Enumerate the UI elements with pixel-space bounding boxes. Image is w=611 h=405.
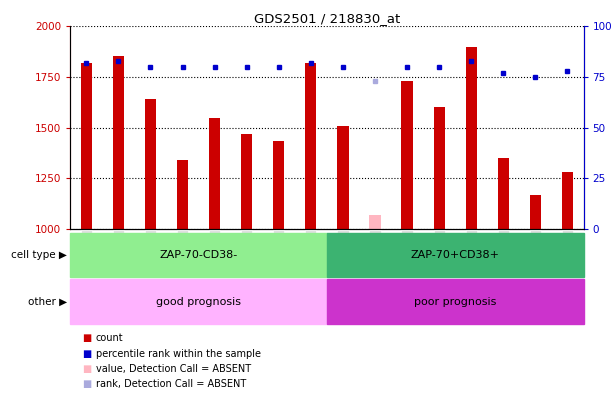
Bar <box>145 99 156 229</box>
Text: ■: ■ <box>82 333 92 343</box>
Text: GSM99343: GSM99343 <box>210 232 219 273</box>
Text: GSM99348: GSM99348 <box>370 232 379 273</box>
Text: ■: ■ <box>82 349 92 358</box>
Bar <box>434 107 445 229</box>
Bar <box>530 196 541 229</box>
Text: ■: ■ <box>82 364 92 374</box>
Bar <box>370 215 381 229</box>
Text: percentile rank within the sample: percentile rank within the sample <box>96 349 261 358</box>
Bar <box>466 47 477 229</box>
Text: other ▶: other ▶ <box>28 297 67 307</box>
Text: GSM99342: GSM99342 <box>178 232 187 273</box>
Bar <box>113 56 124 229</box>
Text: poor prognosis: poor prognosis <box>414 297 496 307</box>
Bar <box>81 63 92 229</box>
Bar <box>401 81 412 229</box>
Title: GDS2501 / 218830_at: GDS2501 / 218830_at <box>254 12 400 25</box>
Text: count: count <box>96 333 123 343</box>
Bar <box>70 279 327 324</box>
Text: GSM99347: GSM99347 <box>338 232 348 273</box>
Bar <box>70 233 327 277</box>
Text: GSM99344: GSM99344 <box>242 232 251 273</box>
Text: ■: ■ <box>82 379 92 389</box>
Bar <box>337 126 348 229</box>
Bar <box>498 158 509 229</box>
Text: rank, Detection Call = ABSENT: rank, Detection Call = ABSENT <box>96 379 246 389</box>
Bar <box>562 172 573 229</box>
Text: ZAP-70+CD38+: ZAP-70+CD38+ <box>411 250 500 260</box>
Text: GSM99354: GSM99354 <box>563 232 572 273</box>
Text: GSM99340: GSM99340 <box>114 232 123 273</box>
Bar <box>306 63 316 229</box>
Text: cell type ▶: cell type ▶ <box>12 250 67 260</box>
Text: GSM99353: GSM99353 <box>531 232 540 273</box>
Text: GSM99351: GSM99351 <box>467 232 476 273</box>
Text: GSM99346: GSM99346 <box>306 232 315 273</box>
Text: GSM99345: GSM99345 <box>274 232 284 273</box>
Bar <box>327 233 584 277</box>
Text: GSM99350: GSM99350 <box>434 232 444 273</box>
Bar <box>177 160 188 229</box>
Bar <box>273 141 284 229</box>
Bar <box>241 134 252 229</box>
Text: GSM99352: GSM99352 <box>499 232 508 273</box>
Text: GSM99349: GSM99349 <box>403 232 412 273</box>
Text: GSM99339: GSM99339 <box>82 232 91 273</box>
Text: good prognosis: good prognosis <box>156 297 241 307</box>
Text: value, Detection Call = ABSENT: value, Detection Call = ABSENT <box>96 364 251 374</box>
Text: ZAP-70-CD38-: ZAP-70-CD38- <box>159 250 238 260</box>
Text: GSM99341: GSM99341 <box>146 232 155 273</box>
Bar <box>327 279 584 324</box>
Bar <box>209 118 220 229</box>
